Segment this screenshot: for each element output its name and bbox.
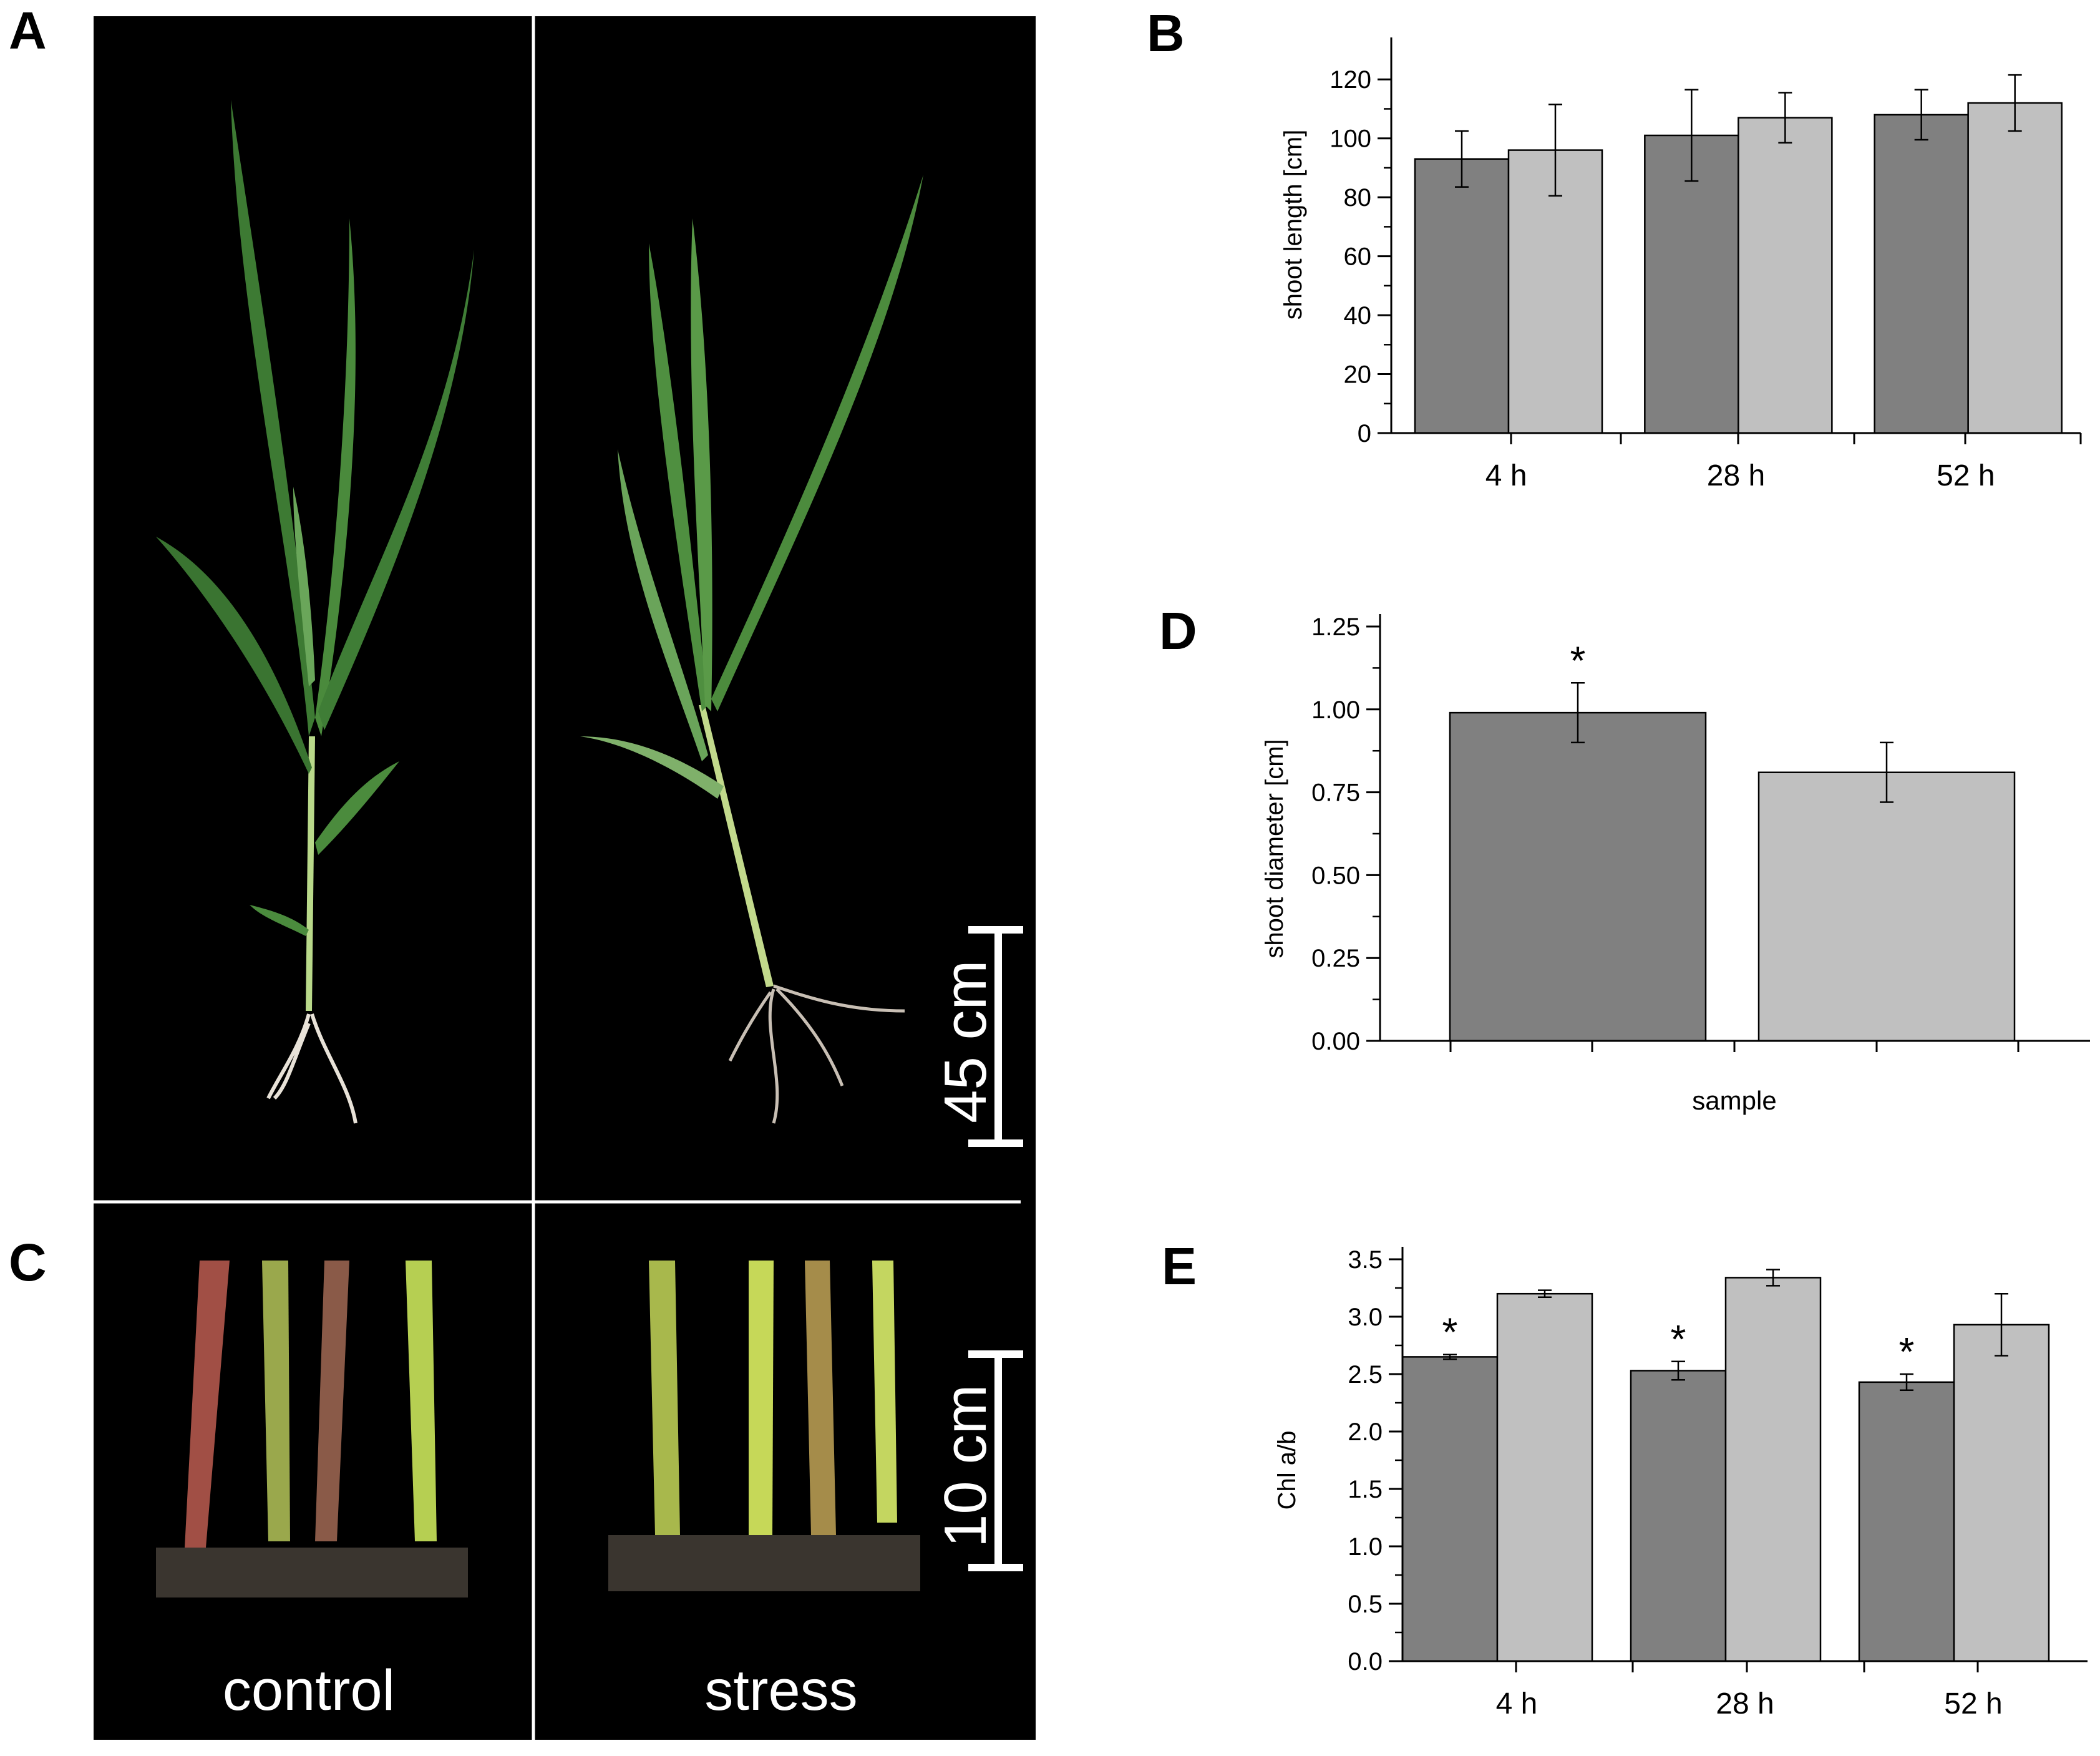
chartB-errorbar-1-1	[1778, 92, 1792, 144]
scale-label-10cm: 10 cm	[932, 1385, 999, 1548]
chartD-bar-0-0	[1449, 711, 1707, 1042]
chartE-ytick-2: 1.0	[1348, 1533, 1383, 1561]
stress-plant	[580, 175, 923, 1124]
chartE-bar-1-0	[1630, 1370, 1727, 1662]
chartD-ytick-3: 0.75	[1311, 779, 1360, 807]
chartE-ytick-7: 3.5	[1348, 1246, 1383, 1274]
chartE-bar-2-0	[1858, 1381, 1955, 1662]
chartE-ytick-5: 2.5	[1348, 1361, 1383, 1388]
chartD-ytick-0: 0.00	[1311, 1028, 1360, 1055]
chartE-ytick-6: 3.0	[1348, 1304, 1383, 1331]
chartD-bar-0-1	[1757, 771, 2016, 1042]
chartD-ytick-2: 0.50	[1311, 862, 1360, 889]
chartB-bar-2-0	[1874, 114, 1969, 434]
panel-label-d: D	[1159, 602, 1197, 660]
chartE-category-1: 28 h	[1716, 1687, 1774, 1720]
scale-label-45cm: 45 cm	[932, 960, 999, 1123]
chartE-errorbar-0-1	[1538, 1289, 1552, 1298]
chartB-ytick-2: 40	[1344, 302, 1372, 329]
chartB-errorbar-1-0	[1684, 89, 1699, 182]
chartE-bar-1-1	[1724, 1277, 1822, 1662]
label-stress: stress	[704, 1659, 857, 1722]
chartB-bar-1-0	[1644, 134, 1739, 434]
chartB-ytick-4: 80	[1344, 184, 1372, 212]
panel-label-a: A	[9, 1, 47, 60]
chartB-category-2: 52 h	[1937, 459, 1995, 492]
chartB-errorbar-0-1	[1548, 104, 1562, 197]
chartB-category-1: 28 h	[1707, 459, 1765, 492]
chartE-errorbar-0-0	[1443, 1354, 1457, 1360]
chartD-axes	[1366, 614, 2090, 1052]
chartB-ytick-0: 0	[1358, 420, 1371, 447]
chartE-asterisk-0: *	[1442, 1310, 1458, 1355]
panel-label-c: C	[9, 1233, 47, 1292]
chartE-errorbar-2-1	[1995, 1292, 2008, 1357]
chart-d-xlabel: sample	[1692, 1086, 1776, 1115]
chartB-bar-2-1	[1967, 102, 2063, 434]
chartE-ytick-3: 1.5	[1348, 1476, 1383, 1503]
stress-stems	[608, 1261, 920, 1591]
chartB-bar-0-0	[1414, 158, 1510, 434]
chartE-bar-2-1	[1953, 1324, 2050, 1662]
chartE-errorbar-2-0	[1900, 1373, 1913, 1392]
chartB-ytick-1: 20	[1344, 361, 1372, 389]
chartE-ytick-4: 2.0	[1348, 1418, 1383, 1446]
chartB-errorbar-2-0	[1914, 89, 1928, 141]
chartB-errorbar-2-1	[2008, 74, 2022, 132]
chartE-asterisk-1: *	[1671, 1317, 1686, 1362]
chartB-ytick-3: 60	[1344, 243, 1372, 271]
chartB-axes	[1378, 37, 2082, 444]
chartD-ytick-1: 0.25	[1311, 945, 1360, 972]
chart-d-shoot-diameter: shoot diameter [cm] sample * 0.00 0.25 0.50…	[1261, 613, 2090, 1115]
chartD-errorbar-0-1	[1880, 741, 1893, 803]
label-control: control	[223, 1659, 395, 1722]
chartE-errorbar-1-0	[1671, 1360, 1685, 1381]
chartB-category-0: 4 h	[1485, 459, 1527, 492]
chart-e-chl-ab: Chl a/b * 4 h * 28 h * 52 h 0.0 0.5 1.0 1.5 2.0 2.5…	[1273, 1246, 2088, 1720]
chartB-ytick-6: 120	[1330, 66, 1371, 94]
control-stems	[156, 1261, 468, 1597]
chart-b-ylabel: shoot length [cm]	[1280, 130, 1307, 320]
chart-d-ylabel: shoot diameter [cm]	[1261, 739, 1288, 958]
chartE-ytick-1: 0.5	[1348, 1591, 1383, 1618]
chartE-errorbar-1-1	[1766, 1269, 1780, 1287]
scale-bar-top: 45 cm	[932, 926, 1023, 1147]
chartE-category-0: 4 h	[1496, 1687, 1538, 1720]
chartD-errorbar-0-0	[1571, 682, 1585, 744]
chartB-ytick-5: 100	[1330, 125, 1371, 153]
chartE-bar-0-0	[1401, 1356, 1499, 1662]
chartD-asterisk-0: *	[1570, 638, 1586, 683]
panel-label-e: E	[1162, 1237, 1197, 1295]
chartD-ytick-4: 1.00	[1311, 696, 1360, 724]
chartE-bar-0-1	[1496, 1292, 1593, 1662]
chart-e-ylabel: Chl a/b	[1273, 1431, 1301, 1510]
chartB-bar-1-1	[1738, 117, 1833, 434]
chartE-category-2: 52 h	[1944, 1687, 2002, 1720]
scale-bar-bottom: 10 cm	[932, 1350, 1023, 1571]
chartD-ytick-5: 1.25	[1311, 613, 1360, 641]
photo-panel: 45 cm 10 cm control stress	[94, 16, 1036, 1740]
panel-label-b: B	[1147, 4, 1185, 62]
chartE-ytick-0: 0.0	[1348, 1648, 1383, 1676]
chartE-asterisk-2: *	[1899, 1329, 1915, 1374]
control-plant	[156, 100, 474, 1124]
chart-b-shoot-length: shoot length [cm] 4 h 28 h 52 h 0 20 40 60 80 10…	[1280, 37, 2082, 492]
chartB-errorbar-0-0	[1455, 130, 1469, 188]
chartE-axes	[1389, 1247, 2088, 1672]
chartB-bar-0-1	[1507, 149, 1603, 434]
